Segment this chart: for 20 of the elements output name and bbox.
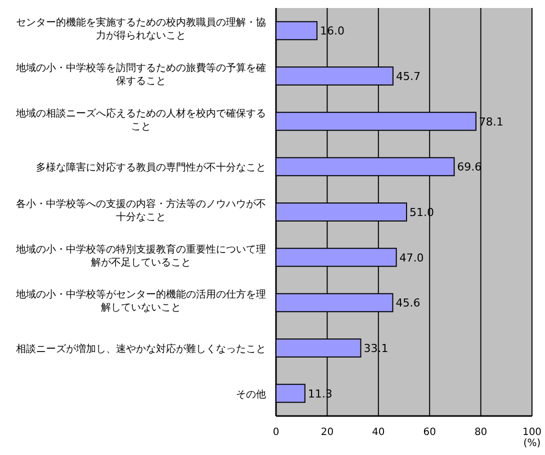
x-tick-label: 40: [372, 427, 385, 438]
x-tick-label: 60: [423, 427, 436, 438]
data-label: 47.0: [399, 251, 424, 264]
y-tick-label: センター的機能を実施するための校内教職員の理解・協力が得られないこと: [16, 16, 266, 42]
y-tick-label: 地域の相談ニーズへ応えるための人材を校内で確保すること: [15, 107, 266, 132]
x-tick-label: 0: [272, 427, 280, 438]
y-tick-label: その他: [236, 388, 266, 400]
x-tick-label: 80: [474, 427, 488, 438]
y-tick-label: 多様な障害に対応する教員の専門性が不十分なこと: [36, 162, 266, 174]
data-label: 45.7: [396, 70, 420, 83]
y-tick-label: 地域の小・中学校等がセンター的機能の活用の仕方を理解していないこと: [15, 288, 266, 314]
y-tick-label: 相談ニーズが増加し、速やかな対応が難しくなったこと: [16, 343, 266, 355]
y-tick-label: 地域の小・中学校等を訪問するための旅費等の予算を確保すること: [15, 62, 266, 87]
data-label: 45.6: [396, 296, 420, 310]
x-tick-label: 20: [320, 427, 334, 438]
data-label: 69.6: [457, 160, 482, 174]
x-tick-label: 100: [522, 427, 542, 438]
y-tick-label: 地域の小・中学校等の特別支援教育の重要性について理解が不足していること: [15, 243, 266, 268]
x-axis-title: (%): [523, 438, 541, 449]
y-tick-label: 各小・中学校等への支援の内容・方法等のノウハウが不十分なこと: [16, 198, 266, 223]
